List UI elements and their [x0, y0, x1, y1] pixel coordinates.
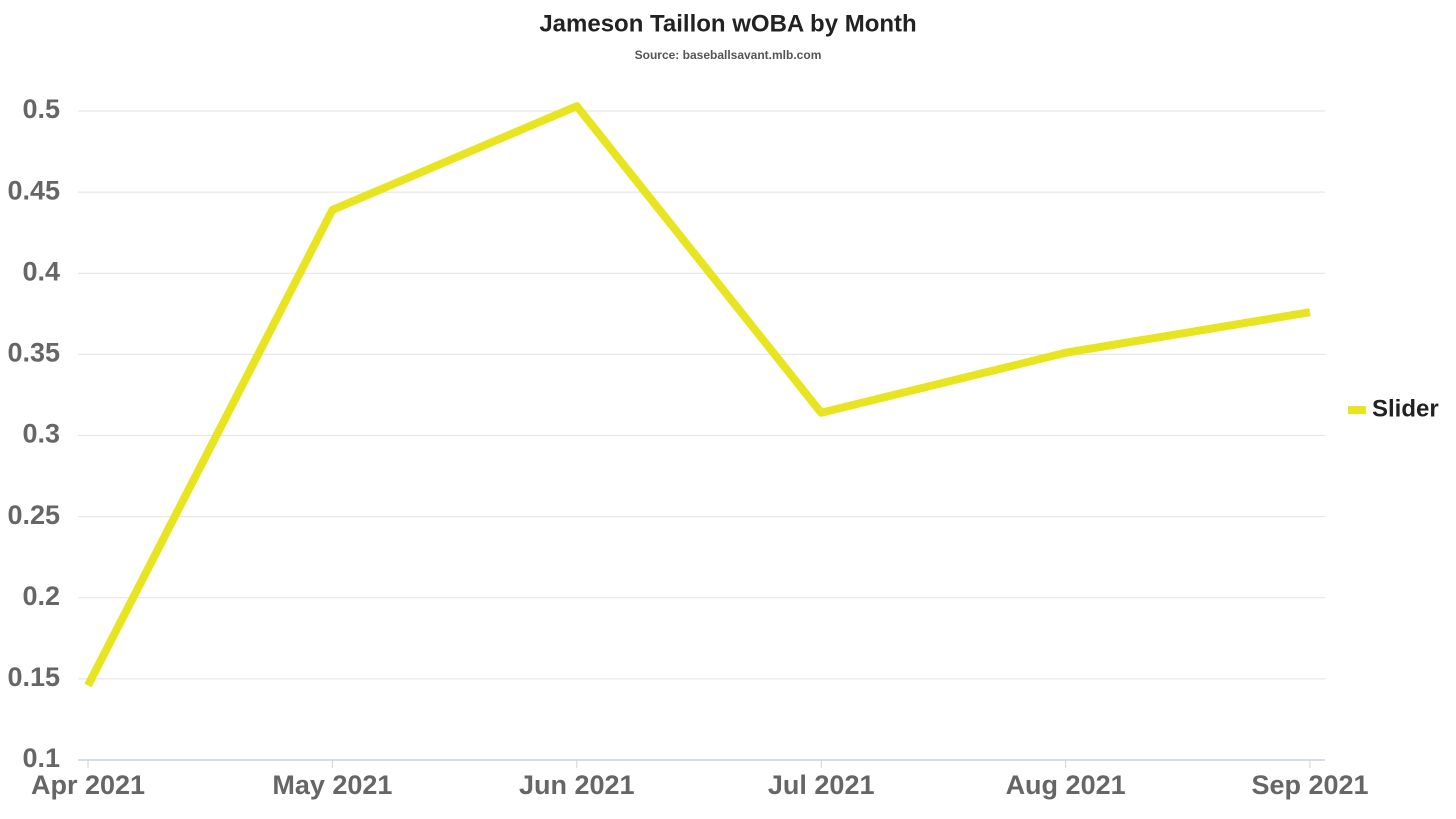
x-tick-label: Aug 2021 [1006, 770, 1126, 800]
x-tick-label: Sep 2021 [1251, 770, 1368, 800]
y-tick-label: 0.3 [22, 419, 60, 449]
y-tick-label: 0.2 [22, 581, 60, 611]
data-line [84, 102, 1311, 688]
chart-title: Jameson Taillon wOBA by Month [539, 10, 916, 37]
y-tick-label: 0.1 [22, 743, 60, 773]
y-tick-label: 0.35 [7, 338, 60, 368]
x-tick-label: Jul 2021 [768, 770, 875, 800]
chart-subtitle: Source: baseballsavant.mlb.com [635, 48, 822, 62]
x-tick-label: Jun 2021 [519, 770, 635, 800]
y-tick-label: 0.4 [22, 256, 60, 286]
y-tick-label: 0.5 [22, 94, 60, 124]
x-tick-label: Apr 2021 [31, 770, 145, 800]
x-tick-label: May 2021 [272, 770, 392, 800]
y-tick-label: 0.15 [7, 662, 60, 692]
legend-label: Slider [1372, 395, 1439, 422]
y-tick-label: 0.45 [7, 175, 60, 205]
y-tick-label: 0.25 [7, 500, 60, 530]
